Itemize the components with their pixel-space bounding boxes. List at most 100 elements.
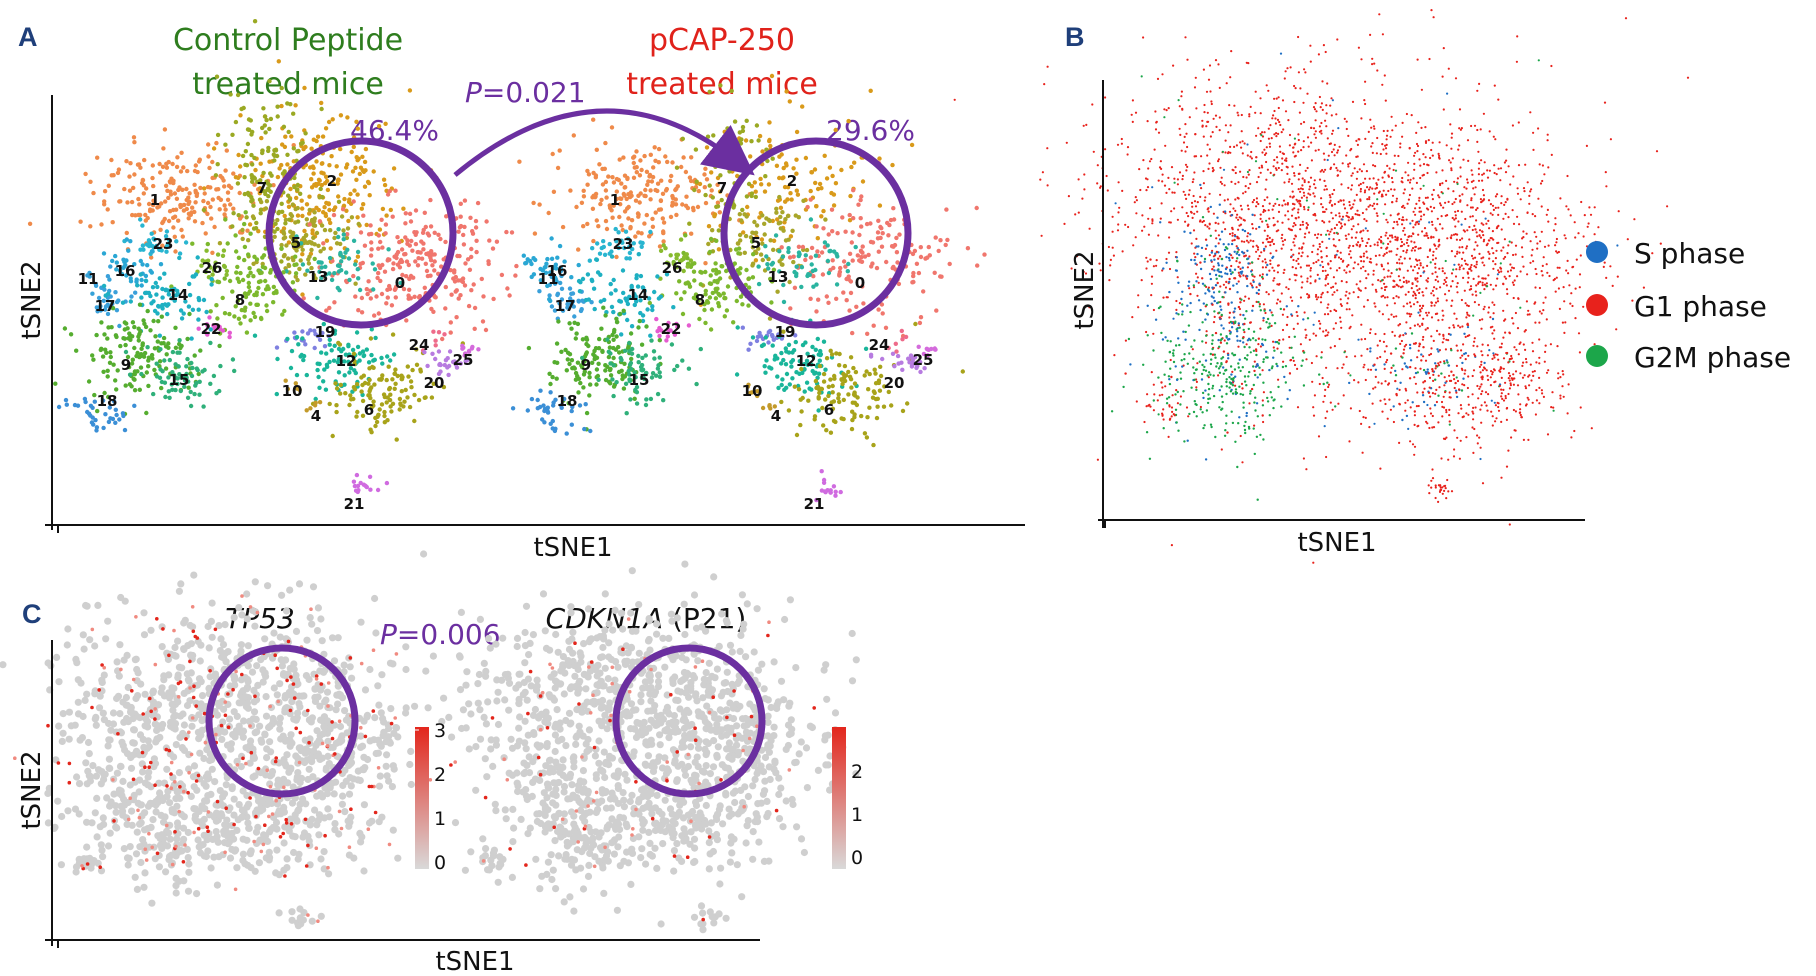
cluster-1-point — [609, 125, 615, 130]
phase-point — [1234, 182, 1237, 185]
cluster-0-point — [847, 251, 853, 256]
phase-point — [1201, 125, 1204, 128]
phase-point — [1324, 334, 1327, 337]
cluster-2-point — [323, 126, 329, 131]
cluster-8-point — [708, 236, 714, 242]
cluster-9-point — [657, 338, 662, 343]
phase-point — [1336, 38, 1339, 41]
cluster-label-18: 18 — [557, 392, 578, 410]
phase-point — [1165, 257, 1168, 261]
cluster-16-point — [576, 262, 581, 268]
control-title-line2: treated mice — [192, 67, 384, 102]
phase-point — [1385, 218, 1388, 221]
cluster-0-point — [413, 208, 419, 213]
cluster-5-point — [706, 241, 711, 247]
cluster-5-point — [286, 262, 291, 268]
phase-point — [1270, 137, 1273, 140]
cluster-2-point — [300, 206, 305, 211]
cluster-9-point — [127, 331, 132, 336]
cluster-1-point — [194, 191, 200, 196]
cluster-0-point — [507, 293, 512, 298]
cluster-14-point — [629, 324, 635, 329]
cluster-5-point — [217, 241, 223, 246]
cluster-1-point — [680, 202, 685, 207]
phase-point — [1281, 240, 1284, 243]
phase-point — [1176, 276, 1179, 279]
cluster-12-point — [784, 371, 790, 377]
cluster-13-point — [810, 268, 815, 274]
cluster-7-point — [228, 92, 233, 97]
phase-point — [1229, 124, 1232, 127]
cluster-13-point — [305, 268, 310, 273]
phase-point — [1442, 108, 1445, 111]
cluster-18-point — [535, 397, 540, 403]
phase-point — [1194, 205, 1198, 208]
cluster-5-point — [780, 210, 785, 215]
phase-point — [1301, 177, 1304, 180]
cluster-1-point — [173, 249, 178, 254]
cluster-6-point — [393, 367, 398, 372]
phase-point — [1341, 366, 1344, 369]
cluster-9-point — [608, 381, 613, 386]
cluster-9-point — [574, 331, 579, 336]
cluster-2-point — [829, 190, 834, 196]
cluster-0-point — [965, 246, 971, 251]
cluster-0-point — [779, 245, 784, 250]
cluster-1-point — [132, 140, 137, 145]
phase-point — [1371, 187, 1374, 190]
phase-point — [1321, 269, 1324, 273]
phase-point — [1201, 119, 1204, 122]
cluster-0-point — [391, 261, 396, 266]
phase-point — [1312, 561, 1315, 564]
cluster-11-point — [87, 274, 92, 279]
cluster-8-point — [216, 279, 222, 285]
cluster-7-point — [740, 207, 745, 213]
phase-point — [1338, 239, 1341, 242]
cluster-8-point — [738, 266, 743, 271]
cluster-14-point — [177, 255, 182, 261]
cluster-2-point — [709, 170, 714, 175]
cluster-23-point — [151, 236, 156, 241]
phase-point — [1280, 169, 1283, 172]
phase-point — [1391, 181, 1394, 184]
phase-point — [1390, 115, 1393, 118]
phase-point — [1503, 203, 1506, 206]
phase-point — [1441, 270, 1444, 273]
cluster-12-point — [373, 335, 378, 341]
cluster-1-point — [683, 169, 689, 175]
phase-point — [1113, 354, 1116, 357]
phase-point — [1145, 189, 1148, 192]
cluster-1-point — [661, 239, 666, 244]
phase-point — [1297, 257, 1300, 260]
cluster-2-point — [382, 182, 388, 188]
cluster-23-point — [587, 258, 592, 263]
cluster-2-point — [787, 99, 792, 104]
cluster-12-point — [790, 376, 795, 381]
cluster-20-point — [918, 369, 923, 375]
cluster-1-point — [143, 218, 148, 223]
phase-point — [1259, 97, 1262, 100]
cluster-14-point — [625, 317, 630, 323]
cluster-1-point — [614, 254, 619, 260]
cluster-20-point — [890, 351, 896, 356]
phase-point — [1287, 119, 1290, 122]
phase-point — [1329, 267, 1332, 270]
cluster-18-point — [82, 396, 88, 402]
phase-point — [1491, 301, 1494, 304]
cluster-13-point — [371, 287, 376, 292]
cluster-0-point — [404, 274, 409, 279]
cluster-label-11: 11 — [78, 270, 99, 288]
cluster-23-point — [166, 237, 172, 243]
phase-point — [1324, 168, 1327, 171]
cluster-8-point — [233, 233, 238, 238]
cluster-13-point — [341, 232, 346, 237]
cluster-16-point — [128, 279, 134, 284]
phase-point — [1374, 305, 1377, 308]
phase-point — [1488, 169, 1491, 172]
cluster-6-point — [877, 388, 883, 393]
cluster-5-point — [774, 210, 779, 215]
phase-point — [1326, 306, 1329, 309]
phase-point — [1219, 166, 1222, 169]
cluster-14-point — [609, 254, 615, 259]
phase-point — [1527, 438, 1530, 441]
